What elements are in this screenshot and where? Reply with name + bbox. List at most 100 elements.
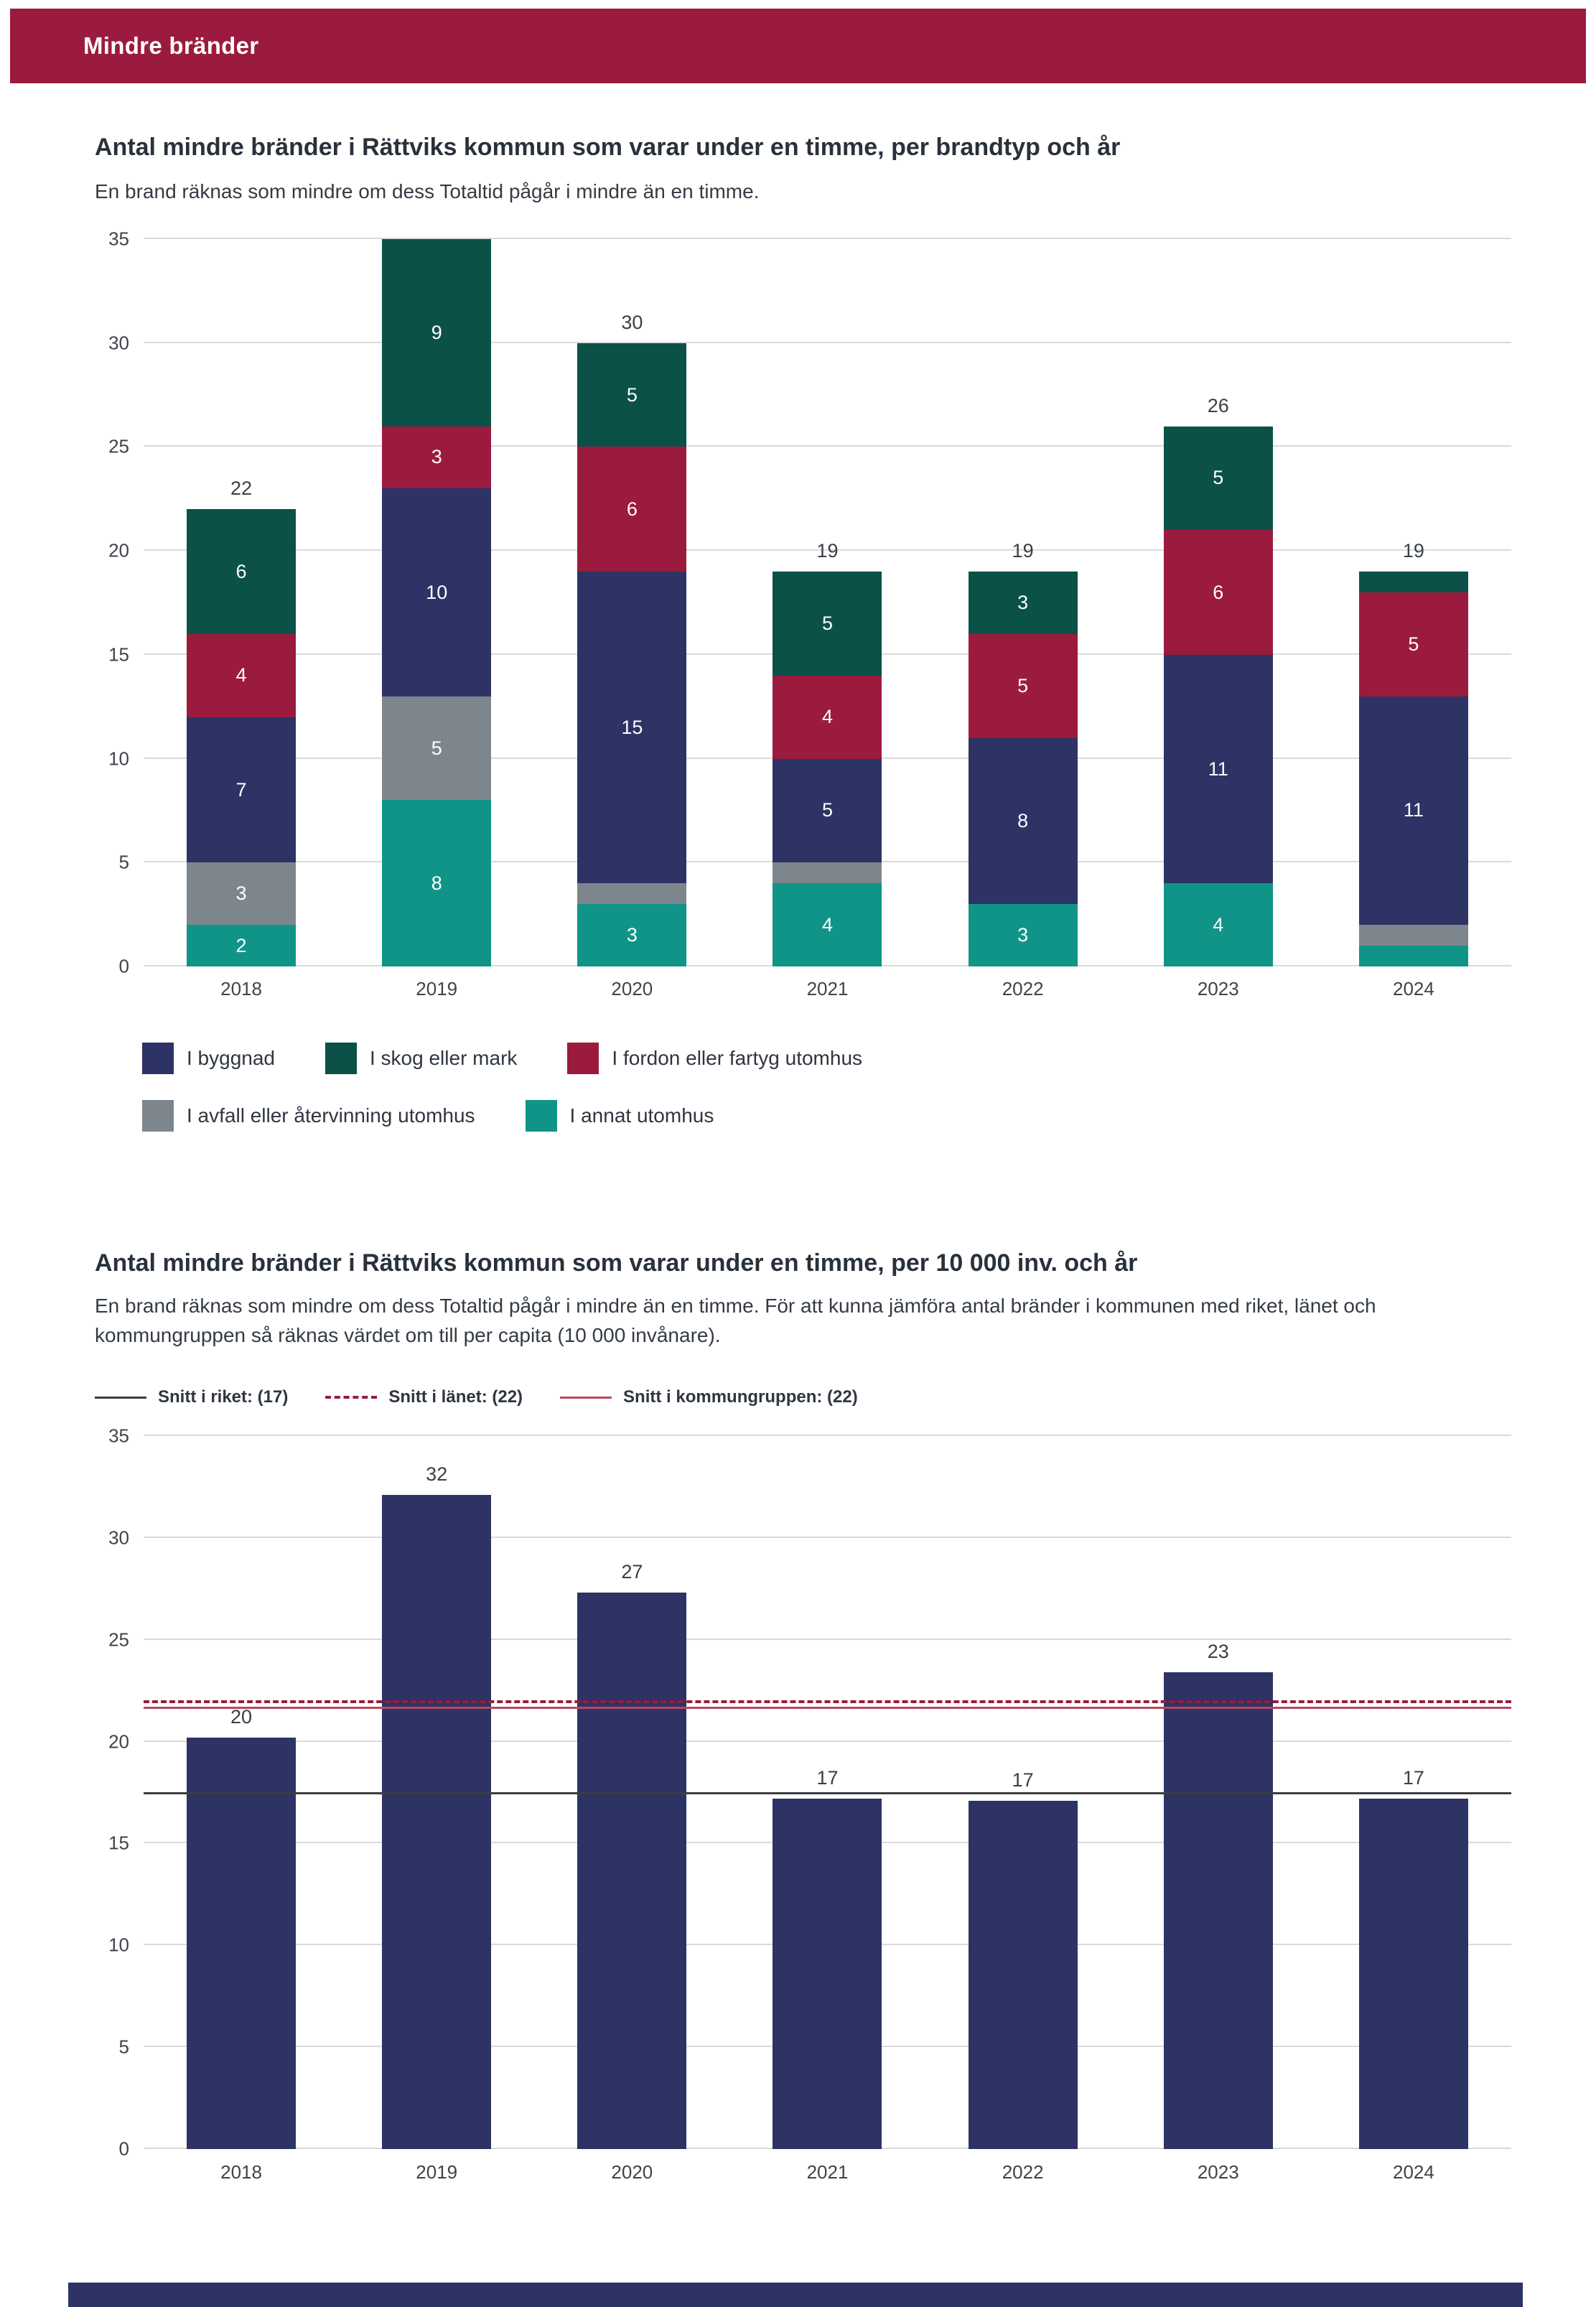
bar-2023[interactable]: 23 bbox=[1163, 1641, 1273, 2149]
y-axis-tick-label: 15 bbox=[108, 643, 129, 666]
x-axis-tick-label: 2024 bbox=[1392, 978, 1434, 999]
chart1-plot: 0 5 10 15 20 25 30 35 2 3 7 4 6 22 8 5 10 3 9 3 15 6 5 30 4 5 4 5 19… bbox=[108, 228, 1511, 977]
x-axis-tick-label: 2021 bbox=[806, 978, 849, 999]
gridline bbox=[144, 1536, 1511, 1538]
y-axis-tick-label: 15 bbox=[108, 1832, 129, 1854]
bar-segment[interactable] bbox=[1358, 572, 1468, 593]
bar-segment[interactable]: 9 bbox=[382, 239, 492, 427]
chart2-subtitle: En brand räknas som mindre om dess Total… bbox=[95, 1295, 1376, 1346]
bar-segment[interactable] bbox=[1358, 946, 1468, 966]
bar-segment[interactable]: 2 bbox=[187, 925, 297, 966]
chart2-title: Antal mindre bränder i Rättviks kommun s… bbox=[95, 1249, 1138, 1277]
bar-value-label: 20 bbox=[230, 1705, 253, 1728]
x-axis-tick-label: 2023 bbox=[1197, 978, 1239, 999]
bar-segment[interactable]: 15 bbox=[577, 572, 687, 884]
y-axis-tick-label: 35 bbox=[108, 1425, 129, 1447]
bar-segment[interactable]: 3 bbox=[382, 426, 492, 489]
bar-2024[interactable]: 17 bbox=[1358, 1767, 1468, 2149]
bar-segment[interactable]: 11 bbox=[1163, 654, 1273, 884]
y-axis-tick-label: 20 bbox=[108, 1730, 129, 1753]
legend-label: I skog eller mark bbox=[370, 1047, 518, 1069]
bar-value-label: 17 bbox=[1402, 1767, 1424, 1789]
x-axis-tick-label: 2020 bbox=[611, 2161, 653, 2183]
legend-item[interactable]: Snitt i riket: (17) bbox=[95, 1387, 288, 1407]
bar-segment[interactable] bbox=[577, 883, 687, 905]
bar-segment[interactable] bbox=[1358, 925, 1468, 946]
bar-segment[interactable]: 4 bbox=[187, 633, 297, 717]
stacked-bar-2018[interactable]: 2 3 7 4 6 22 bbox=[187, 477, 297, 966]
legend-item[interactable]: Snitt i länet: (22) bbox=[325, 1387, 523, 1407]
bar-segment[interactable]: 11 bbox=[1358, 696, 1468, 926]
y-axis-tick-label: 10 bbox=[108, 1934, 129, 1956]
legend-line-sample bbox=[95, 1396, 146, 1399]
bar-segment[interactable]: 6 bbox=[187, 509, 297, 634]
x-axis-tick-label: 2020 bbox=[611, 978, 653, 999]
bar-segment[interactable]: 10 bbox=[382, 488, 492, 696]
x-axis-tick-label: 2018 bbox=[220, 2161, 262, 2183]
legend-line-sample bbox=[325, 1396, 378, 1399]
bar-value-label: 32 bbox=[426, 1463, 448, 1486]
stacked-bar-2019[interactable]: 8 5 10 3 9 bbox=[382, 239, 492, 966]
bar-segment[interactable]: 7 bbox=[187, 717, 297, 863]
bar-segment[interactable]: 5 bbox=[773, 572, 882, 676]
legend-label: Snitt i riket: (17) bbox=[158, 1387, 289, 1407]
bar-segment[interactable]: 8 bbox=[382, 800, 492, 966]
legend-item[interactable]: Snitt i kommungruppen: (22) bbox=[560, 1387, 858, 1407]
bar-value-label: 17 bbox=[816, 1767, 839, 1789]
bar-segment[interactable]: 6 bbox=[577, 447, 687, 572]
bar-2022[interactable]: 17 bbox=[968, 1769, 1078, 2149]
bar-2019[interactable]: 32 bbox=[382, 1463, 492, 2149]
bar-segment[interactable]: 5 bbox=[577, 342, 687, 447]
stacked-bar-2024[interactable]: 11 5 19 bbox=[1358, 540, 1468, 966]
next-section-bar[interactable] bbox=[68, 2283, 1523, 2307]
bar-segment[interactable]: 3 bbox=[577, 904, 687, 966]
bar-2021[interactable]: 17 bbox=[773, 1767, 882, 2149]
legend-label: Snitt i länet: (22) bbox=[388, 1387, 523, 1407]
bar-segment[interactable]: 5 bbox=[382, 696, 492, 801]
y-axis-tick-label: 5 bbox=[118, 2036, 129, 2058]
chart2-legend: Snitt i riket: (17) Snitt i länet: (22) Sn… bbox=[95, 1387, 895, 1407]
legend-swatch bbox=[525, 1100, 557, 1132]
bar-segment[interactable]: 4 bbox=[773, 883, 882, 966]
gridline bbox=[144, 1740, 1511, 1742]
bar-segment[interactable]: 5 bbox=[1163, 426, 1273, 531]
x-axis-tick-label: 2019 bbox=[416, 2161, 458, 2183]
bar-segment[interactable]: 5 bbox=[968, 633, 1078, 738]
bar-segment[interactable]: 6 bbox=[1163, 530, 1273, 655]
gridline bbox=[144, 549, 1511, 551]
x-axis-tick-label: 2018 bbox=[220, 978, 262, 999]
bar-segment[interactable]: 8 bbox=[968, 737, 1078, 905]
bar-segment[interactable] bbox=[773, 862, 882, 884]
bar-segment[interactable]: 5 bbox=[773, 758, 882, 863]
bar-total-label: 19 bbox=[1012, 540, 1034, 562]
legend-item[interactable]: I byggnad bbox=[142, 1043, 275, 1074]
legend-item[interactable]: I fordon eller fartyg utomhus bbox=[567, 1043, 862, 1074]
legend-label: I annat utomhus bbox=[569, 1104, 714, 1127]
x-axis-tick-label: 2022 bbox=[1002, 978, 1044, 999]
stacked-bar-2021[interactable]: 4 5 4 5 19 bbox=[773, 540, 882, 966]
legend-item[interactable]: I skog eller mark bbox=[325, 1043, 517, 1074]
bar-segment[interactable]: 3 bbox=[968, 904, 1078, 966]
bar-segment[interactable]: 5 bbox=[1358, 592, 1468, 696]
bar-segment[interactable]: 4 bbox=[773, 675, 882, 759]
bar-value-label: 27 bbox=[621, 1561, 643, 1583]
bar-2020[interactable]: 27 bbox=[577, 1561, 687, 2149]
x-axis-tick-label: 2024 bbox=[1392, 2161, 1434, 2183]
bar-segment[interactable]: 4 bbox=[1163, 883, 1273, 966]
bar-segment[interactable]: 3 bbox=[187, 862, 297, 926]
chart2-x-axis-labels: 2018 2019 2020 2021 2022 2023 2024 bbox=[144, 2161, 1511, 2184]
legend-label: I avfall eller återvinning utomhus bbox=[187, 1104, 475, 1127]
stacked-bar-2023[interactable]: 4 11 6 5 26 bbox=[1163, 395, 1273, 966]
bar-2018[interactable]: 20 bbox=[187, 1706, 297, 2149]
gridline bbox=[144, 1435, 1511, 1436]
bar-segment[interactable]: 3 bbox=[968, 572, 1078, 634]
legend-item[interactable]: I avfall eller återvinning utomhus bbox=[142, 1100, 475, 1132]
stacked-bar-2020[interactable]: 3 15 6 5 30 bbox=[577, 312, 687, 966]
y-axis-tick-label: 30 bbox=[108, 332, 129, 354]
legend-line-sample bbox=[560, 1396, 612, 1399]
y-axis-tick-label: 0 bbox=[118, 2138, 129, 2160]
legend-item[interactable]: I annat utomhus bbox=[525, 1100, 714, 1132]
legend-label: Snitt i kommungruppen: (22) bbox=[623, 1387, 858, 1407]
stacked-bar-2022[interactable]: 3 8 5 3 19 bbox=[968, 540, 1078, 966]
